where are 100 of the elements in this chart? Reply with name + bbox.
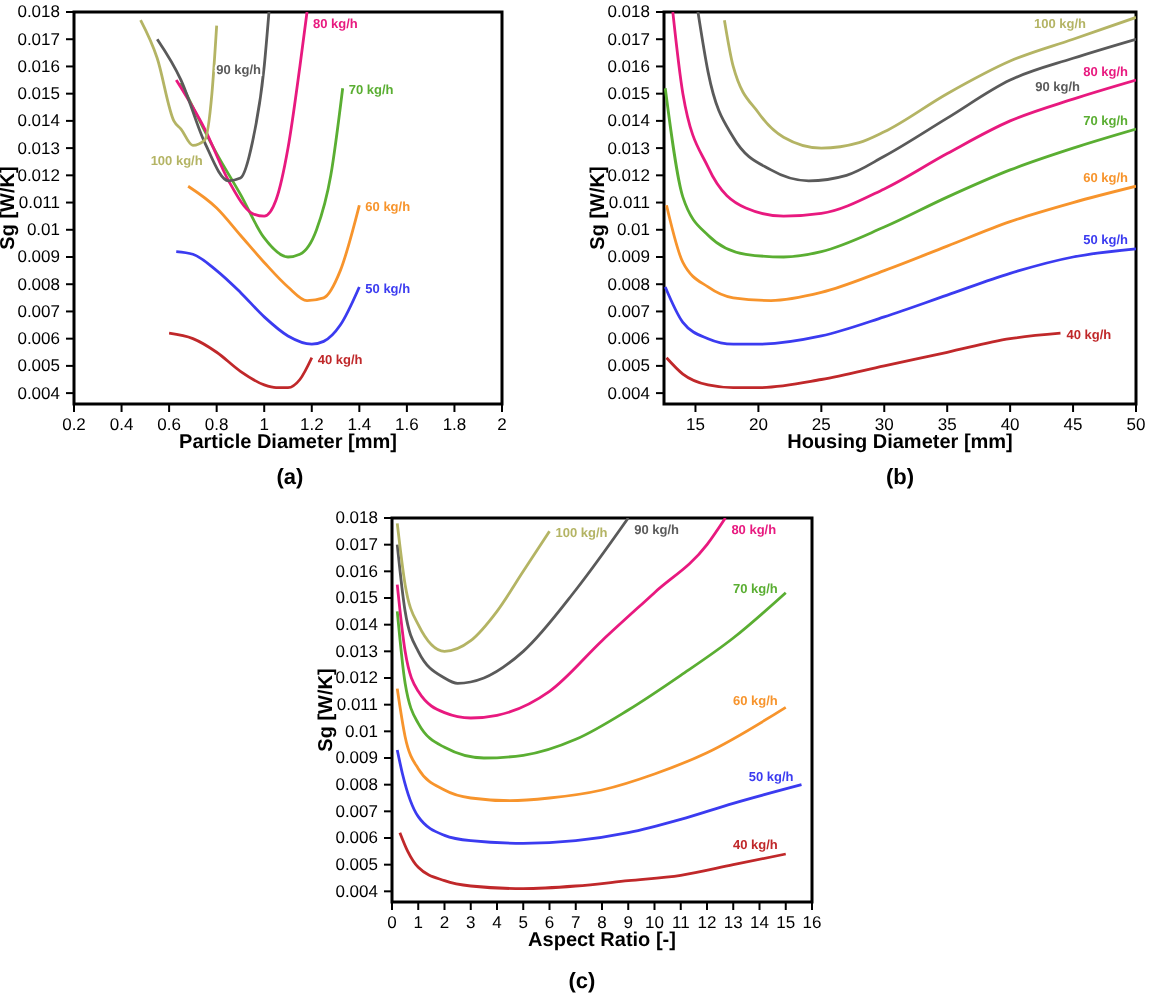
y-tick-label: 0.005: [607, 355, 651, 376]
line-series: [665, 184, 1136, 302]
x-tick-label: 12: [697, 912, 717, 933]
text: (a): [276, 466, 305, 490]
x-tick-label: 7: [571, 912, 582, 933]
x-tick-label: 1: [413, 912, 424, 933]
line-series: [155, 12, 271, 183]
y-tick-label: 0.017: [335, 534, 379, 555]
x-tick-label: 1.8: [442, 414, 467, 435]
x-tick-label: 1.2: [299, 414, 325, 435]
line-series: [395, 518, 630, 685]
y-tick-label: 0.008: [17, 273, 61, 294]
y-tick-label: 0.011: [18, 192, 61, 212]
y-tick-label: 0.009: [607, 246, 651, 267]
y-tick-label: 0.004: [335, 880, 379, 901]
y-tick-label: 0.018: [17, 1, 61, 22]
y-tick-label: 0.018: [607, 1, 651, 22]
x-tick-label: 3: [466, 912, 477, 933]
text: (c): [568, 970, 597, 994]
line-series: [696, 12, 1136, 183]
y-tick-label: 0.006: [607, 328, 651, 349]
x-tick-label: 1.6: [395, 414, 420, 435]
y-tick-label: 0.006: [17, 328, 61, 349]
x-axis-title: Particle Diameter [mm]: [179, 432, 397, 454]
x-tick-label: 0.4: [109, 414, 134, 435]
y-tick-label: 0.016: [607, 55, 651, 76]
line-series: [139, 18, 219, 147]
y-tick-label: 0.005: [17, 355, 61, 376]
x-tick-label: 6: [544, 912, 555, 933]
y-tick-label: 0.008: [335, 774, 379, 795]
line-series: [174, 250, 361, 346]
x-tick-label: 15: [776, 912, 796, 933]
line-series: [398, 831, 788, 891]
y-tick-label: 0.018: [335, 507, 379, 528]
x-tick-label: 8: [597, 912, 608, 933]
y-tick-label: 0.004: [17, 382, 61, 403]
x-tick-label: 45: [1063, 414, 1084, 435]
x-tick-label: 11: [671, 912, 691, 933]
y-tick-label: 0.006: [335, 827, 379, 848]
x-tick-label: 0.2: [62, 414, 87, 435]
x-tick-label: 5: [518, 912, 529, 933]
x-tick-label: 50: [1126, 414, 1146, 435]
line-series: [723, 16, 1136, 150]
line-series: [395, 521, 551, 653]
y-tick-label: 0.016: [335, 560, 379, 581]
x-tick-label: 2: [497, 414, 508, 435]
y-tick-label: 0.01: [616, 219, 651, 240]
y-tick-label: 0.013: [607, 137, 651, 158]
y-axis-title: Sg [W/K]: [0, 166, 20, 250]
x-tick-label: 35: [937, 414, 958, 435]
x-tick-label: 4: [492, 912, 503, 933]
y-tick-label: 0.01: [26, 219, 61, 240]
y-tick-label: 0.017: [607, 28, 651, 49]
y-tick-label: 0.007: [335, 800, 379, 821]
y-tick-label: 0.014: [17, 110, 61, 131]
y-tick-label: 0.005: [335, 854, 379, 875]
x-axis-title: Aspect Ratio [-]: [528, 930, 676, 952]
line-series: [671, 12, 1136, 218]
y-tick-label: 0.017: [17, 28, 61, 49]
line-series: [179, 81, 345, 259]
x-tick-label: 0.6: [157, 414, 182, 435]
line-series: [186, 184, 361, 302]
y-tick-label: 0.012: [607, 164, 651, 185]
x-tick-label: 40: [1000, 414, 1021, 435]
x-axis-title: Housing Diameter [mm]: [787, 432, 1013, 454]
y-tick-label: 0.007: [17, 300, 61, 321]
x-tick-label: 13: [723, 912, 744, 933]
y-tick-label: 0.009: [17, 246, 61, 267]
y-tick-label: 0.014: [335, 614, 379, 635]
x-tick-label: 2: [439, 912, 450, 933]
y-tick-label: 0.013: [17, 137, 61, 158]
line-series: [174, 12, 309, 218]
x-tick-label: 1.4: [347, 414, 372, 435]
text: (b): [885, 466, 915, 490]
y-tick-label: 0.014: [607, 110, 651, 131]
y-tick-label: 0.007: [607, 300, 651, 321]
y-tick-label: 0.011: [608, 192, 651, 212]
y-tick-label: 0.011: [336, 694, 379, 715]
x-tick-label: 16: [802, 912, 822, 933]
y-tick-label: 0.012: [17, 164, 61, 185]
line-series: [664, 247, 1136, 346]
y-tick-label: 0.009: [335, 747, 379, 768]
x-tick-label: 0: [387, 912, 398, 933]
x-tick-label: 25: [811, 414, 832, 435]
line-series: [167, 331, 314, 390]
x-tick-label: 15: [686, 414, 706, 435]
y-tick-label: 0.015: [17, 83, 61, 104]
line-series: [395, 518, 727, 720]
y-tick-label: 0.01: [344, 720, 379, 741]
y-tick-label: 0.013: [335, 640, 379, 661]
x-tick-label: 14: [750, 912, 770, 933]
y-axis-title: Sg [W/K]: [316, 668, 338, 752]
y-tick-label: 0.012: [335, 667, 379, 688]
x-tick-label: 0.8: [204, 414, 230, 435]
x-tick-label: 10: [645, 912, 665, 933]
y-tick-label: 0.015: [335, 587, 379, 608]
y-tick-label: 0.016: [17, 55, 61, 76]
x-tick-label: 1: [259, 414, 270, 435]
y-tick-label: 0.004: [607, 382, 651, 403]
x-tick-label: 20: [748, 414, 769, 435]
